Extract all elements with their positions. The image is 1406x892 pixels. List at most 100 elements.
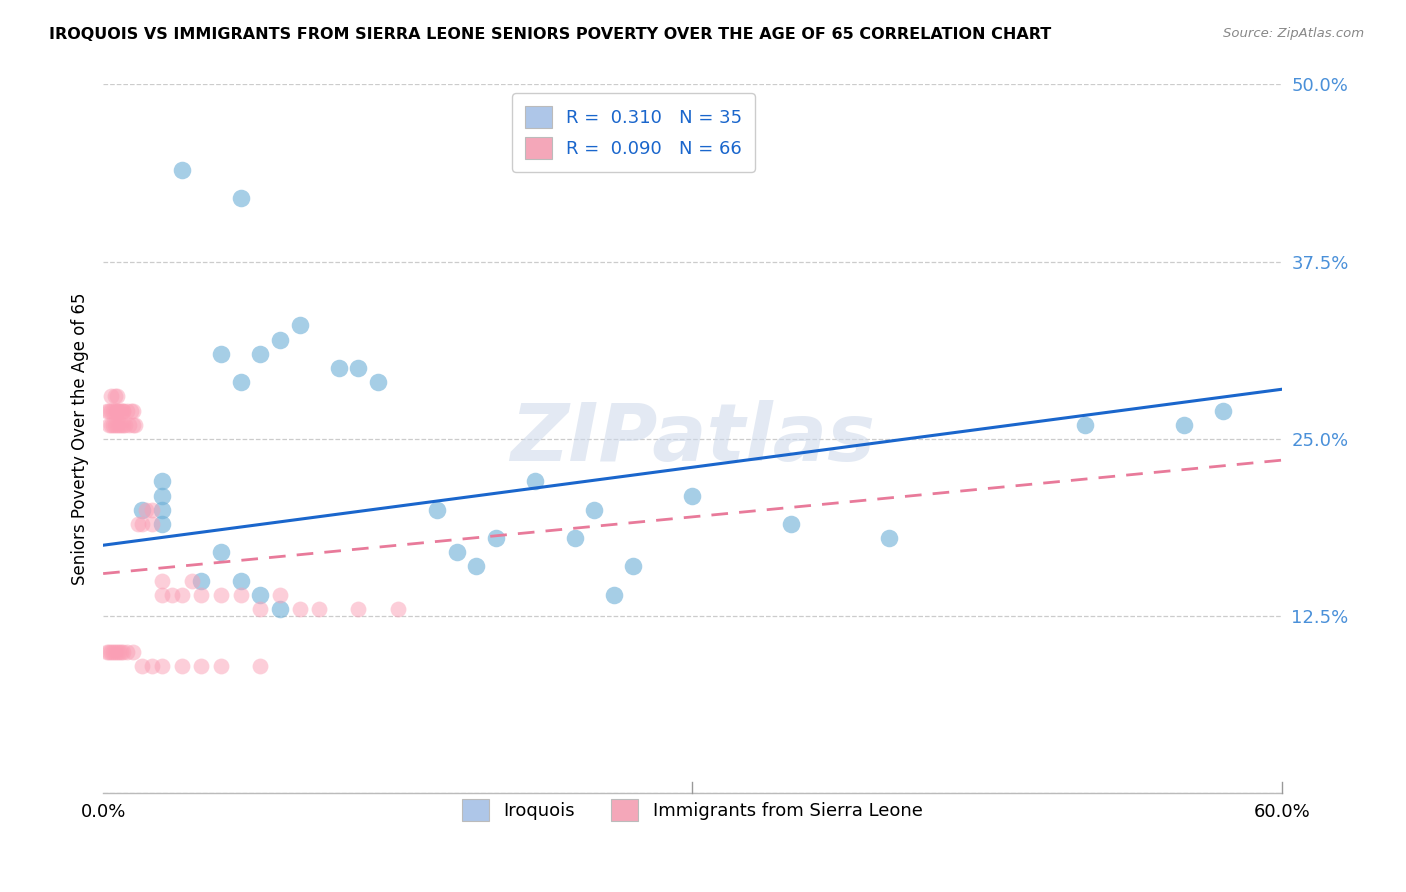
Point [135, 503, 157, 517]
Point [465, 559, 488, 574]
Point [426, 503, 449, 517]
Point [111, 417, 134, 432]
Point [111, 403, 134, 417]
Point [288, 602, 311, 616]
Point [209, 545, 232, 559]
Point [288, 318, 311, 333]
Point [108, 403, 131, 417]
Point [98, 644, 121, 658]
Point [141, 516, 163, 531]
Point [150, 475, 173, 489]
Point [524, 475, 547, 489]
Point [446, 545, 468, 559]
Point [105, 389, 128, 403]
Text: ZIPatlas: ZIPatlas [510, 400, 875, 478]
Point [347, 361, 370, 376]
Point [101, 644, 124, 658]
Point [150, 574, 173, 588]
Point [98, 403, 121, 417]
Text: Source: ZipAtlas.com: Source: ZipAtlas.com [1223, 27, 1364, 40]
Point [170, 588, 193, 602]
Point [269, 588, 291, 602]
Point [104, 389, 127, 403]
Point [121, 403, 143, 417]
Point [127, 516, 149, 531]
Point [104, 417, 127, 432]
Point [190, 658, 212, 673]
Point [105, 403, 128, 417]
Point [105, 403, 128, 417]
Point [118, 417, 141, 432]
Point [229, 191, 252, 205]
Point [105, 644, 128, 658]
Point [121, 417, 143, 432]
Point [209, 347, 232, 361]
Point [249, 602, 271, 616]
Point [110, 644, 132, 658]
Point [603, 588, 626, 602]
Point [150, 588, 173, 602]
Point [104, 644, 127, 658]
Point [328, 361, 350, 376]
Text: IROQUOIS VS IMMIGRANTS FROM SIERRA LEONE SENIORS POVERTY OVER THE AGE OF 65 CORR: IROQUOIS VS IMMIGRANTS FROM SIERRA LEONE… [49, 27, 1052, 42]
Y-axis label: Seniors Poverty Over the Age of 65: Seniors Poverty Over the Age of 65 [72, 293, 89, 585]
Point [150, 503, 173, 517]
Point [115, 403, 138, 417]
Point [779, 516, 801, 531]
Point [249, 588, 271, 602]
Point [114, 417, 136, 432]
Point [120, 403, 142, 417]
Point [347, 602, 370, 616]
Point [367, 375, 389, 389]
Point [110, 403, 132, 417]
Point [1212, 403, 1234, 417]
Point [141, 658, 163, 673]
Point [124, 417, 146, 432]
Point [229, 588, 252, 602]
Point [111, 403, 134, 417]
Point [387, 602, 409, 616]
Point [1173, 417, 1195, 432]
Point [160, 588, 183, 602]
Point [101, 417, 124, 432]
Point [104, 403, 127, 417]
Point [190, 574, 212, 588]
Point [249, 347, 271, 361]
Point [229, 375, 252, 389]
Point [249, 658, 271, 673]
Point [583, 503, 606, 517]
Point [877, 531, 900, 545]
Point [100, 644, 122, 658]
Point [623, 559, 645, 574]
Point [121, 644, 143, 658]
Point [150, 516, 173, 531]
Point [100, 389, 122, 403]
Point [101, 403, 124, 417]
Point [190, 588, 212, 602]
Point [209, 658, 232, 673]
Point [131, 503, 153, 517]
Point [229, 574, 252, 588]
Point [141, 503, 163, 517]
Point [681, 489, 703, 503]
Point [170, 162, 193, 177]
Point [308, 602, 330, 616]
Point [131, 516, 153, 531]
Point [180, 574, 202, 588]
Point [110, 417, 132, 432]
Point [170, 658, 193, 673]
Legend: Iroquois, Immigrants from Sierra Leone: Iroquois, Immigrants from Sierra Leone [450, 787, 935, 834]
Point [269, 333, 291, 347]
Point [1074, 417, 1097, 432]
Point [108, 417, 131, 432]
Point [209, 588, 232, 602]
Point [150, 658, 173, 673]
Point [111, 644, 134, 658]
Point [96, 644, 118, 658]
Point [485, 531, 508, 545]
Point [269, 602, 291, 616]
Point [564, 531, 586, 545]
Point [150, 489, 173, 503]
Point [100, 403, 122, 417]
Point [100, 417, 122, 432]
